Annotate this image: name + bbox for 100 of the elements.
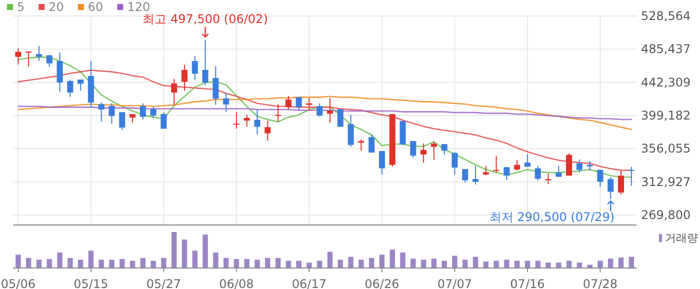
candlestick: [36, 46, 42, 62]
x-tick-label: 07/16: [510, 277, 545, 289]
bar: [88, 250, 94, 268]
bar: [234, 259, 240, 268]
candlestick: [285, 96, 292, 110]
candlestick: [140, 102, 146, 120]
y-tick-label: 528,564: [641, 9, 691, 23]
candlestick: [597, 169, 604, 188]
candlestick: [264, 120, 271, 142]
bar: [472, 256, 478, 268]
bar: [296, 260, 302, 268]
bar: [140, 258, 146, 268]
candlestick: [618, 170, 624, 195]
candlestick: [56, 52, 63, 92]
candlestick: [254, 108, 260, 135]
candlestick: [171, 78, 178, 106]
candlestick: [608, 176, 614, 200]
candlestick: [400, 120, 406, 145]
bar: [358, 260, 364, 268]
bar: [172, 232, 177, 268]
line-series: [18, 106, 632, 120]
y-tick-label: 356,055: [641, 142, 691, 156]
candlestick: [534, 166, 541, 182]
bar: [348, 256, 354, 268]
x-tick-label: 06/17: [292, 277, 327, 289]
candlestick: [192, 56, 198, 80]
candlestick: [275, 104, 282, 123]
candlestick: [368, 134, 375, 154]
bar: [57, 252, 62, 268]
candlestick: [452, 152, 458, 175]
candlestick: [524, 154, 530, 168]
candlestick: [420, 142, 427, 164]
candlestick: [556, 166, 562, 178]
y-tick-label: 269,800: [641, 208, 691, 222]
bar: [400, 252, 406, 268]
candlestick: [472, 166, 479, 185]
bar: [213, 252, 218, 268]
candlestick: [108, 102, 115, 124]
bar: [109, 260, 114, 268]
candlestick: [316, 102, 323, 117]
candlestick: [504, 166, 510, 180]
bar: [338, 260, 343, 268]
annotation: 최저 290,500 (07/29): [489, 210, 615, 224]
candlestick: [482, 166, 489, 176]
bar: [161, 258, 166, 268]
y-tick-label: 442,309: [641, 75, 691, 90]
candlestick: [150, 106, 156, 118]
candlestick: [628, 166, 634, 186]
bar: [306, 262, 312, 268]
candlestick: [202, 39, 208, 86]
bar: [202, 234, 208, 268]
x-tick-label: 06/08: [219, 277, 254, 289]
bar: [598, 260, 603, 268]
candlestick: [545, 172, 552, 185]
candlestick: [462, 168, 468, 184]
bar: [254, 260, 260, 268]
legend-label: 20: [48, 0, 64, 14]
bar: [275, 258, 281, 268]
bar: [98, 260, 104, 268]
bar: [368, 258, 374, 268]
candlestick: [160, 112, 167, 130]
x-tick-label: 07/07: [437, 277, 472, 289]
candlestick: [67, 79, 74, 98]
legend-label: 거래량: [665, 232, 698, 244]
bar: [150, 260, 156, 268]
bar: [120, 259, 125, 268]
bar: [16, 254, 21, 268]
candlestick: [410, 140, 416, 158]
candlestick: [493, 156, 500, 174]
bar: [442, 260, 447, 268]
x-tick-label: 07/28: [582, 277, 618, 289]
x-tick-label: 05/06: [0, 277, 36, 289]
bar: [192, 250, 198, 268]
candlestick: [348, 114, 354, 148]
candlestick: [430, 140, 437, 160]
bar: [265, 258, 270, 268]
candlestick: [223, 92, 230, 112]
bar: [46, 259, 52, 268]
bar: [390, 250, 395, 268]
candlestick: [337, 108, 344, 128]
bar: [327, 252, 333, 268]
bar: [608, 258, 614, 268]
y-tick-label: 312,927: [641, 174, 691, 189]
candlestick: [514, 159, 520, 172]
bar: [462, 260, 468, 268]
x-tick-label: 05/15: [74, 277, 108, 289]
legend-label: 5: [17, 0, 25, 14]
candlestick: [119, 112, 126, 130]
bar: [628, 256, 634, 268]
annotation: 최고 497,500 (06/02): [142, 12, 268, 26]
candlestick: [586, 160, 593, 172]
candlestick: [441, 144, 448, 156]
bar: [420, 260, 426, 268]
candlestick: [566, 152, 572, 176]
bar: [618, 258, 624, 268]
candlestick: [296, 96, 302, 110]
y-tick-label: 485,437: [641, 42, 691, 56]
candlestick: [15, 48, 22, 65]
bar: [494, 260, 499, 268]
bar: [68, 258, 73, 268]
